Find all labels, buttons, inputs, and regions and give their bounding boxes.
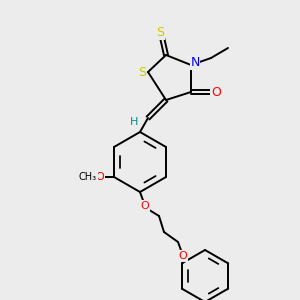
Text: CH₃: CH₃	[79, 172, 97, 182]
Text: H: H	[130, 117, 138, 127]
Text: O: O	[211, 85, 221, 98]
Text: O: O	[96, 172, 104, 182]
Text: S: S	[138, 65, 146, 79]
Text: O: O	[178, 251, 188, 261]
Text: O: O	[141, 201, 149, 211]
Text: S: S	[156, 26, 164, 40]
Text: N: N	[190, 56, 200, 70]
